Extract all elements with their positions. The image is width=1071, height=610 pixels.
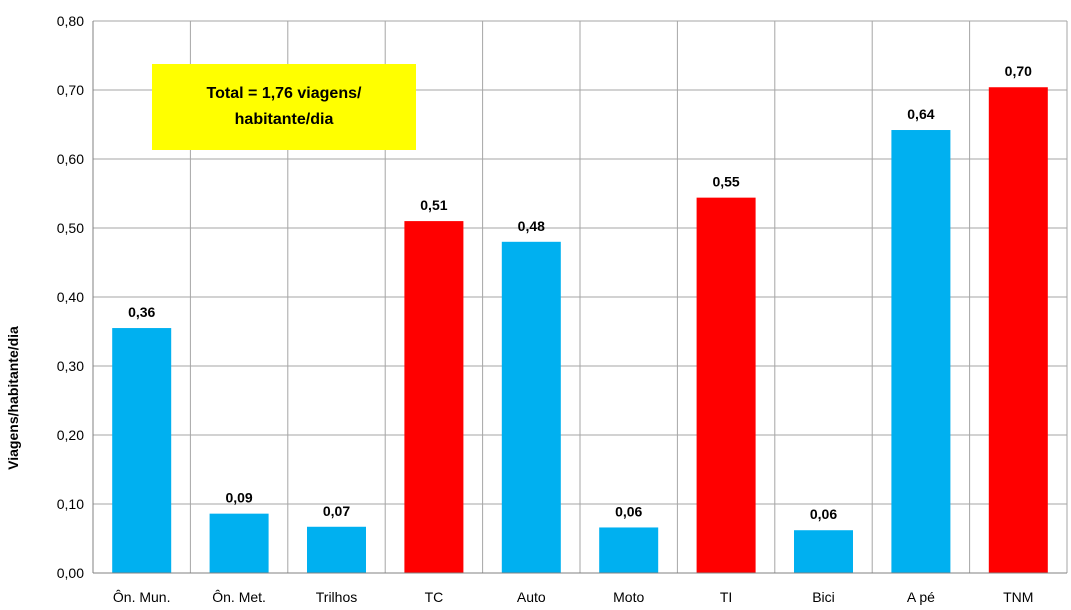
y-axis-label: Viagens/habitante/dia bbox=[5, 326, 21, 470]
bar-layer bbox=[112, 87, 1048, 574]
bar-4 bbox=[404, 221, 464, 573]
x-tick-label: TNM bbox=[1003, 589, 1033, 605]
total-annotation-line-2: habitante/dia bbox=[235, 111, 334, 128]
bar-2 bbox=[209, 513, 269, 573]
y-tick-label: 0,10 bbox=[57, 496, 84, 512]
data-label-2: 0,09 bbox=[225, 490, 252, 506]
y-tick-label: 0,50 bbox=[57, 220, 84, 236]
total-annotation-line-1: Total = 1,76 viagens/ bbox=[207, 85, 362, 102]
bar-7 bbox=[696, 197, 756, 573]
y-tick-label: 0,60 bbox=[57, 151, 84, 167]
bar-5 bbox=[501, 241, 561, 574]
data-label-9: 0,64 bbox=[907, 106, 934, 122]
data-label-7: 0,55 bbox=[712, 174, 739, 190]
y-tick-label: 0,30 bbox=[57, 358, 84, 374]
y-tick-label: 0,40 bbox=[57, 289, 84, 305]
x-tick-label: Moto bbox=[613, 589, 644, 605]
bar-1 bbox=[112, 328, 172, 573]
data-label-4: 0,51 bbox=[420, 197, 447, 213]
y-tick-label: 0,70 bbox=[57, 82, 84, 98]
data-label-5: 0,48 bbox=[518, 218, 545, 234]
x-tick-label: TC bbox=[425, 589, 444, 605]
x-tick-label: Trilhos bbox=[316, 589, 358, 605]
y-tick-label: 0,20 bbox=[57, 427, 84, 443]
y-tick-label: 0,80 bbox=[57, 13, 84, 29]
value-label-layer: 0,36 0,09 0,07 0,51 0,48 0,06 0,55 0,06 0,64 0,70 bbox=[128, 63, 1032, 522]
data-label-1: 0,36 bbox=[128, 304, 155, 320]
data-label-3: 0,07 bbox=[323, 503, 350, 519]
bar-9 bbox=[891, 130, 951, 573]
bar-6 bbox=[599, 527, 659, 573]
x-tick-label: Auto bbox=[517, 589, 546, 605]
bar-8 bbox=[794, 530, 853, 573]
data-label-6: 0,06 bbox=[615, 503, 642, 519]
x-tick-label: Ôn. Met. bbox=[212, 589, 266, 605]
axis-layer: 0,00 0,10 0,20 0,30 0,40 0,50 0,60 0,70 0,80 Ôn. … bbox=[57, 13, 1067, 605]
x-tick-label: Bici bbox=[812, 589, 835, 605]
x-tick-label: A pé bbox=[907, 589, 935, 605]
bar-10 bbox=[988, 87, 1048, 574]
data-label-8: 0,06 bbox=[810, 506, 837, 522]
total-annotation-box bbox=[152, 64, 416, 150]
bar-3 bbox=[307, 526, 366, 573]
x-tick-label: Ôn. Mun. bbox=[113, 589, 171, 605]
data-label-10: 0,70 bbox=[1005, 63, 1032, 79]
x-tick-label: TI bbox=[720, 589, 732, 605]
total-annotation: Total = 1,76 viagens/ habitante/dia bbox=[152, 64, 416, 150]
y-tick-label: 0,00 bbox=[57, 565, 84, 581]
